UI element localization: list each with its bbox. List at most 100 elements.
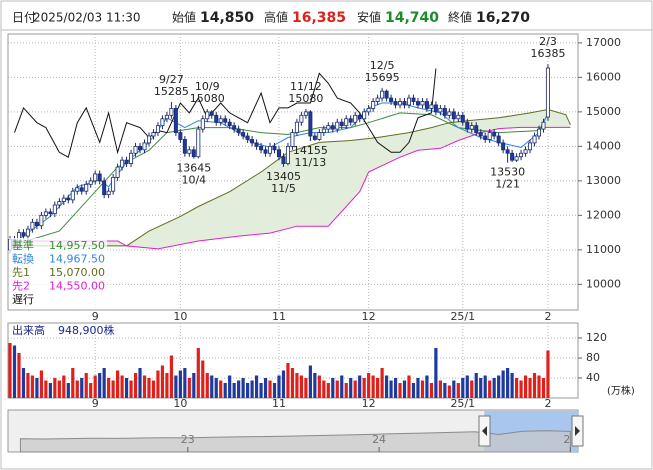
candle-body <box>393 101 398 106</box>
candle-body <box>250 139 255 144</box>
volume-bar <box>326 383 330 398</box>
candle-body <box>528 142 533 151</box>
candle-body <box>268 145 273 154</box>
candle-body <box>492 132 497 137</box>
volume-bar <box>151 380 156 398</box>
annotation-date: 2/3 <box>539 35 557 48</box>
volume-bar <box>133 373 138 398</box>
volume-bar <box>201 360 205 398</box>
candle-body <box>420 101 425 106</box>
candle-body <box>424 101 429 109</box>
volume-bar <box>541 378 546 398</box>
candle-body <box>227 121 232 127</box>
volume-bar <box>254 375 259 398</box>
candle-body <box>30 221 35 230</box>
volume-bar <box>461 378 465 398</box>
x-tick-label: 9 <box>92 310 99 323</box>
x-tick-label: 9 <box>92 397 99 410</box>
volume-bar <box>44 380 48 398</box>
volume-bar <box>228 375 232 398</box>
volume-unit: (万株) <box>607 384 635 397</box>
volume-bar <box>429 383 434 398</box>
annotation-date: 9/27 <box>159 73 184 86</box>
volume-bar <box>371 375 375 398</box>
legend-reading: 14,967.50 <box>49 253 105 266</box>
candle-body <box>460 114 465 123</box>
candle-body <box>138 145 143 151</box>
legend-name: 遅行 <box>12 293 34 306</box>
volume-bar <box>21 368 26 398</box>
candle-body <box>223 118 228 123</box>
volume-bar <box>528 378 532 398</box>
volume-bar <box>192 373 196 398</box>
candle-body <box>505 149 510 154</box>
candle-body <box>129 152 134 165</box>
y-tick-label: 17000 <box>586 36 621 49</box>
candle-body <box>106 190 111 196</box>
candle-body <box>182 139 187 154</box>
candle-body <box>406 97 411 106</box>
candle-body <box>483 135 488 140</box>
candle-body <box>281 156 286 165</box>
candle-body <box>474 125 479 133</box>
candle-body <box>469 125 474 130</box>
annotation-value: 16385 <box>530 47 565 60</box>
candle-body <box>496 135 501 144</box>
volume-bar <box>425 375 429 398</box>
volume-bar <box>160 365 165 398</box>
candle-body <box>160 118 165 127</box>
candle-body <box>70 190 75 201</box>
volume-bar <box>156 370 160 398</box>
volume-bar <box>313 373 317 398</box>
candle-body <box>232 125 237 130</box>
volume-bar <box>8 343 12 398</box>
header-label: 始値 <box>172 10 196 25</box>
volume-bar <box>420 380 425 398</box>
volume-bar <box>317 375 321 398</box>
candle-body <box>285 145 290 165</box>
volume-bar <box>116 370 120 398</box>
candle-body <box>353 114 358 123</box>
nav-arrow <box>575 426 580 436</box>
candle-body <box>478 132 483 137</box>
legend-name: 先1 <box>12 266 30 279</box>
candle-body <box>357 114 362 120</box>
candle-body <box>187 149 192 154</box>
header-label: 日付 <box>12 11 36 25</box>
candle-body <box>308 111 313 137</box>
candle-body <box>510 152 515 161</box>
candle-body <box>438 108 443 113</box>
x-tick-label: 12 <box>362 310 376 323</box>
legend: 基準 14,957.50 転換 14,967.50 先1 15,070.00 先2 14,55… <box>9 238 107 309</box>
candle-body <box>380 90 385 99</box>
y-tick-label: 16000 <box>586 70 621 83</box>
candle-body <box>200 118 205 130</box>
candle-body <box>384 90 389 99</box>
candle-body <box>321 128 326 133</box>
candle-body <box>465 121 470 130</box>
annotation-date: 10/4 <box>181 174 206 187</box>
candle-body <box>236 128 241 133</box>
annotation-date: 11/5 <box>271 182 296 195</box>
volume-bar <box>30 375 35 398</box>
volume-bar <box>237 380 241 398</box>
volume-bar <box>93 375 97 398</box>
candle-body <box>501 142 506 151</box>
volume-bar <box>124 378 129 398</box>
indicator-line <box>14 68 437 158</box>
volume-bar <box>89 383 93 398</box>
volume-bar <box>142 375 147 398</box>
volume-bar <box>268 380 272 398</box>
volume-bar <box>39 370 43 398</box>
candle-body <box>545 67 550 118</box>
candle-body <box>84 183 89 192</box>
volume-bar <box>402 380 407 398</box>
volume-bar <box>299 375 304 398</box>
annotation-value: 15695 <box>365 71 400 84</box>
volume-reading: 948,900株 <box>58 323 115 337</box>
volume-bar <box>452 380 456 398</box>
candle-body <box>339 121 344 127</box>
candle-body <box>272 145 277 151</box>
candle-body <box>57 201 62 206</box>
